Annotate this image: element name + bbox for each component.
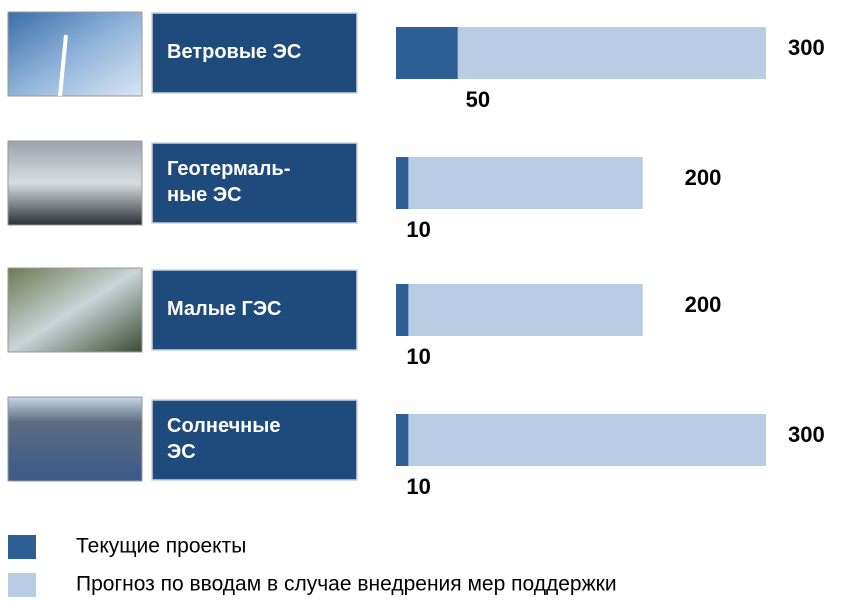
page: {"chart_data": {"type": "bar", "orientat… [0,0,848,604]
category-label: Малые ГЭС [167,298,282,320]
category-label: Ветровые ЭС [167,41,301,63]
legend-label: Текущие проекты [76,535,246,558]
legend-swatch [8,573,36,597]
solar-photo [8,397,142,481]
current-value-label: 10 [406,344,430,369]
current-bar [396,284,408,336]
wind-photo [8,12,142,96]
forecast-value-label: 200 [685,165,722,190]
forecast-value-label: 300 [788,422,825,447]
legend-swatch [8,535,36,559]
forecast-value-label: 200 [685,292,722,317]
current-bar [396,27,458,79]
category-box [152,143,357,223]
hydro-photo [8,268,142,352]
current-value-label: 50 [466,87,490,112]
chart: Ветровые ЭС30050Геотермаль-ные ЭС20010Ма… [0,0,848,604]
current-bar [396,157,408,209]
category-box [152,400,357,480]
photos [8,12,142,481]
current-value-label: 10 [406,217,430,242]
legend-label: Прогноз по вводам в случае внедрения мер… [76,573,617,596]
forecast-value-label: 300 [788,35,825,60]
forecast-bar [396,414,766,466]
current-bar [396,414,408,466]
geo-photo [8,141,142,225]
current-value-label: 10 [406,474,430,499]
forecast-bar [396,284,643,336]
forecast-bar [396,157,643,209]
